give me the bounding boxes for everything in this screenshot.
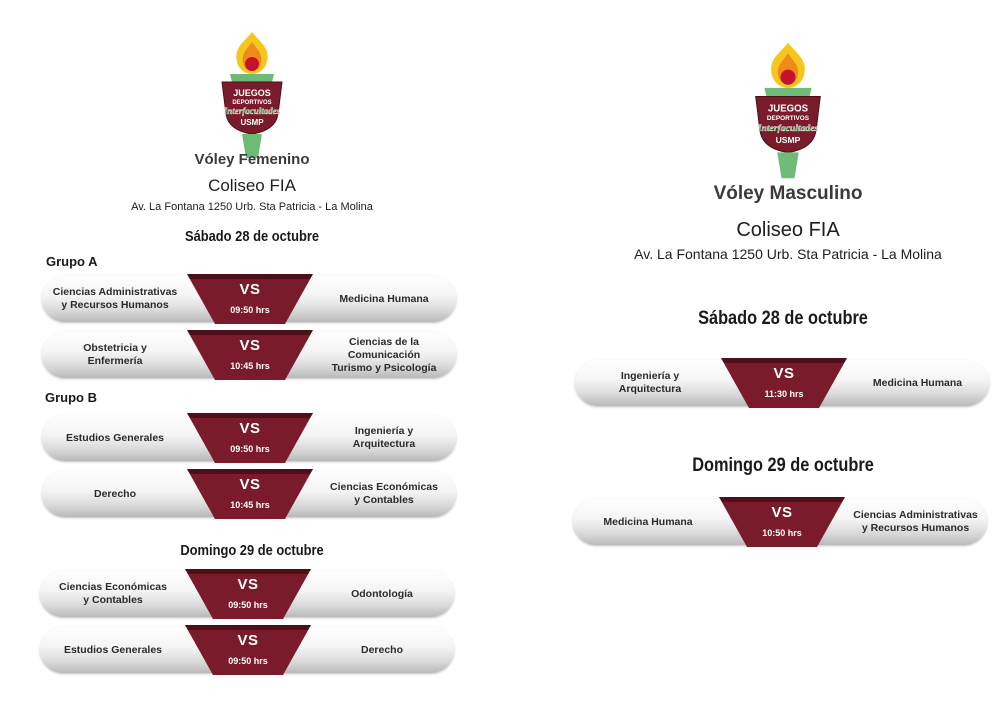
team-left: Estudios Generales: [42, 415, 188, 461]
team-right: Medicina Humana: [312, 276, 456, 322]
logo-text-interfacultades: Interfacultades: [757, 123, 819, 134]
team-right: Ciencias Administrativas y Recursos Huma…: [844, 499, 987, 545]
match-card: Derecho VS 10:45 hrs Ciencias Económicas…: [42, 469, 456, 519]
match-card: Ciencias Económicas y Contables VS 09:50…: [40, 569, 454, 619]
match-card: Ingeniería y Arquitectura VS 11:30 hrs M…: [575, 358, 989, 408]
team-left: Medicina Humana: [573, 499, 723, 545]
vs-badge: VS 09:50 hrs: [187, 274, 313, 324]
team-right: Ciencias Económicas y Contables: [312, 471, 456, 517]
team-left-name: Ciencias Económicas y Contables: [59, 581, 167, 606]
vs-label: VS: [237, 632, 259, 649]
match-card: Medicina Humana VS 10:50 hrs Ciencias Ad…: [573, 497, 987, 547]
match-card: Estudios Generales VS 09:50 hrs Ingenier…: [42, 413, 456, 463]
match-card: Obstetricia y Enfermería VS 10:45 hrs Ci…: [42, 330, 456, 380]
team-right-name: Medicina Humana: [339, 292, 429, 305]
vs-badge: VS 09:50 hrs: [185, 569, 311, 619]
logo-text-interfacultades: Interfacultades: [223, 106, 281, 116]
vs-badge: VS 10:45 hrs: [187, 469, 313, 519]
team-right: Medicina Humana: [846, 360, 989, 406]
team-left: Obstetricia y Enfermería: [42, 332, 188, 378]
logo-text-usmp: USMP: [240, 118, 264, 127]
team-right-name: Medicina Humana: [872, 376, 963, 389]
team-left-name: Estudios Generales: [65, 431, 165, 444]
team-left-name: Medicina Humana: [603, 515, 693, 528]
vs-label: VS: [771, 504, 793, 521]
right-day-sunday: Domingo 29 de octubre: [692, 455, 874, 476]
match-card: Estudios Generales VS 09:50 hrs Derecho: [40, 625, 454, 675]
logo-text-juegos: JUEGOS: [768, 104, 809, 115]
group-b-label: Grupo B: [45, 390, 97, 405]
torch-flame-icon: [236, 32, 268, 74]
team-right: Ingeniería y Arquitectura: [312, 415, 456, 461]
vs-label: VS: [237, 576, 259, 593]
vs-label: VS: [239, 281, 261, 298]
team-right: Derecho: [310, 627, 454, 673]
vs-badge: VS 09:50 hrs: [187, 413, 313, 463]
team-left: Ciencias Administrativas y Recursos Huma…: [42, 276, 188, 322]
left-sport-title: Vóley Femenino: [194, 151, 310, 168]
right-sport-title: Vóley Masculino: [713, 183, 863, 204]
left-venue: Coliseo FIA: [208, 176, 296, 195]
vs-badge: VS 10:45 hrs: [187, 330, 313, 380]
torch-flame-icon: [771, 42, 805, 88]
team-left-name: Obstetricia y Enfermería: [83, 342, 147, 367]
usmp-games-logo-left: JUEGOS DEPORTIVOS Interfacultades USMP: [221, 32, 283, 158]
team-right: Ciencias de la Comunicación Turismo y Ps…: [312, 332, 456, 378]
left-day-saturday: Sábado 28 de octubre: [184, 228, 320, 245]
vs-badge: VS 10:50 hrs: [719, 497, 845, 547]
logo-text-deportivos: DEPORTIVOS: [767, 115, 810, 122]
right-day-saturday: Sábado 28 de octubre: [698, 308, 868, 329]
logo-text-juegos: JUEGOS: [233, 88, 271, 98]
team-right-name: Ciencias de la Comunicación Turismo y Ps…: [331, 335, 437, 374]
team-left: Estudios Generales: [40, 627, 186, 673]
left-address: Av. La Fontana 1250 Urb. Sta Patricia - …: [131, 201, 373, 213]
team-right-name: Ciencias Administrativas y Recursos Huma…: [853, 509, 978, 534]
usmp-games-logo-right: JUEGOS DEPORTIVOS Interfacultades USMP: [755, 42, 821, 179]
team-left-name: Ciencias Administrativas y Recursos Huma…: [52, 286, 178, 311]
vs-badge: VS 09:50 hrs: [185, 625, 311, 675]
team-left: Ciencias Económicas y Contables: [40, 571, 186, 617]
team-right-name: Derecho: [360, 643, 403, 656]
team-left: Derecho: [42, 471, 188, 517]
team-right-name: Odontología: [351, 587, 413, 600]
group-a-label: Grupo A: [46, 254, 98, 269]
vs-label: VS: [239, 420, 261, 437]
team-left: Ingeniería y Arquitectura: [575, 360, 725, 406]
right-address: Av. La Fontana 1250 Urb. Sta Patricia - …: [634, 246, 942, 262]
match-time: 09:50 hrs: [230, 444, 270, 454]
vs-label: VS: [239, 337, 261, 354]
logo-text-deportivos: DEPORTIVOS: [232, 100, 271, 106]
right-venue: Coliseo FIA: [736, 219, 840, 241]
match-time: 09:50 hrs: [230, 305, 270, 315]
match-card: Ciencias Administrativas y Recursos Huma…: [42, 274, 456, 324]
vs-label: VS: [773, 365, 795, 382]
match-time: 09:50 hrs: [228, 656, 268, 666]
vs-label: VS: [239, 476, 261, 493]
team-left-name: Derecho: [93, 487, 136, 500]
left-day-sunday: Domingo 29 de octubre: [180, 542, 324, 559]
match-time: 10:45 hrs: [230, 361, 270, 371]
match-time: 11:30 hrs: [764, 389, 804, 399]
match-time: 09:50 hrs: [228, 600, 268, 610]
team-left-name: Estudios Generales: [63, 643, 163, 656]
logo-text-usmp: USMP: [776, 135, 801, 145]
match-time: 10:50 hrs: [762, 528, 802, 538]
team-right: Odontología: [310, 571, 454, 617]
team-left-name: Ingeniería y Arquitectura: [618, 370, 682, 395]
team-right-name: Ciencias Económicas y Contables: [330, 481, 438, 506]
team-right-name: Ingeniería y Arquitectura: [352, 425, 416, 450]
vs-badge: VS 11:30 hrs: [721, 358, 847, 408]
match-time: 10:45 hrs: [230, 500, 270, 510]
